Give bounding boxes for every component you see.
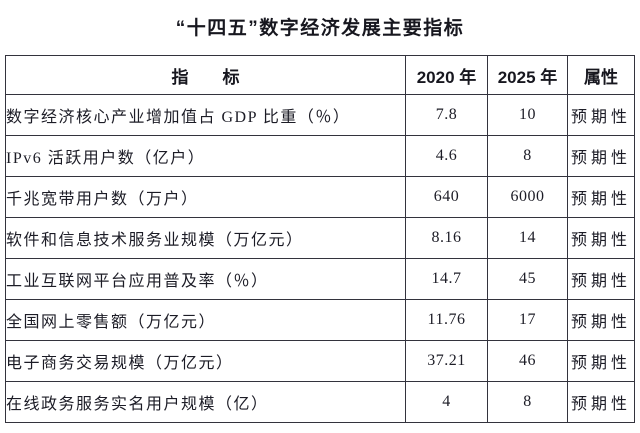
value-2025-cell: 46 <box>487 340 568 382</box>
table-header-row: 指 标 2020 年 2025 年 属性 <box>5 55 635 95</box>
table-row: 全国网上零售额（万亿元） 11.76 17 预期性 <box>5 299 635 341</box>
attribute-cell: 预期性 <box>567 258 635 300</box>
header-attribute: 属性 <box>567 55 635 95</box>
attribute-cell: 预期性 <box>567 381 635 423</box>
attribute-cell: 预期性 <box>567 176 635 218</box>
value-2020-cell: 8.16 <box>405 217 488 259</box>
indicator-cell: 软件和信息技术服务业规模（万亿元） <box>5 217 406 259</box>
value-2020-cell: 7.8 <box>405 94 488 136</box>
value-2020-cell: 37.21 <box>405 340 488 382</box>
attribute-cell: 预期性 <box>567 299 635 341</box>
header-2020: 2020 年 <box>405 55 488 95</box>
header-2025: 2025 年 <box>487 55 568 95</box>
value-2025-cell: 8 <box>487 135 568 177</box>
value-2025-cell: 45 <box>487 258 568 300</box>
header-indicator: 指 标 <box>5 55 406 95</box>
indicator-cell: 工业互联网平台应用普及率（％） <box>5 258 406 300</box>
indicator-cell: 在线政务服务实名用户规模（亿） <box>5 381 406 423</box>
attribute-cell: 预期性 <box>567 135 635 177</box>
table-row: 软件和信息技术服务业规模（万亿元） 8.16 14 预期性 <box>5 217 635 259</box>
attribute-cell: 预期性 <box>567 217 635 259</box>
page-title: “十四五”数字经济发展主要指标 <box>175 18 465 39</box>
value-2025-cell: 14 <box>487 217 568 259</box>
value-2020-cell: 4 <box>405 381 488 423</box>
value-2020-cell: 4.6 <box>405 135 488 177</box>
value-2020-cell: 11.76 <box>405 299 488 341</box>
indicator-cell: 电子商务交易规模（万亿元） <box>5 340 406 382</box>
value-2020-cell: 640 <box>405 176 488 218</box>
attribute-cell: 预期性 <box>567 340 635 382</box>
attribute-cell: 预期性 <box>567 94 635 136</box>
indicator-cell: IPv6 活跃用户数（亿户） <box>5 135 406 177</box>
value-2025-cell: 17 <box>487 299 568 341</box>
indicators-table: 指 标 2020 年 2025 年 属性 数字经济核心产业增加值占 GDP 比重… <box>5 55 635 423</box>
indicator-cell: 全国网上零售额（万亿元） <box>5 299 406 341</box>
indicator-cell: 数字经济核心产业增加值占 GDP 比重（％） <box>5 94 406 136</box>
table-row: IPv6 活跃用户数（亿户） 4.6 8 预期性 <box>5 135 635 177</box>
table-row: 数字经济核心产业增加值占 GDP 比重（％） 7.8 10 预期性 <box>5 94 635 136</box>
value-2025-cell: 8 <box>487 381 568 423</box>
table-row: 工业互联网平台应用普及率（％） 14.7 45 预期性 <box>5 258 635 300</box>
value-2025-cell: 10 <box>487 94 568 136</box>
table-row: 千兆宽带用户数（万户） 640 6000 预期性 <box>5 176 635 218</box>
value-2025-cell: 6000 <box>487 176 568 218</box>
table-row: 电子商务交易规模（万亿元） 37.21 46 预期性 <box>5 340 635 382</box>
table-row: 在线政务服务实名用户规模（亿） 4 8 预期性 <box>5 381 635 423</box>
value-2020-cell: 14.7 <box>405 258 488 300</box>
indicator-cell: 千兆宽带用户数（万户） <box>5 176 406 218</box>
